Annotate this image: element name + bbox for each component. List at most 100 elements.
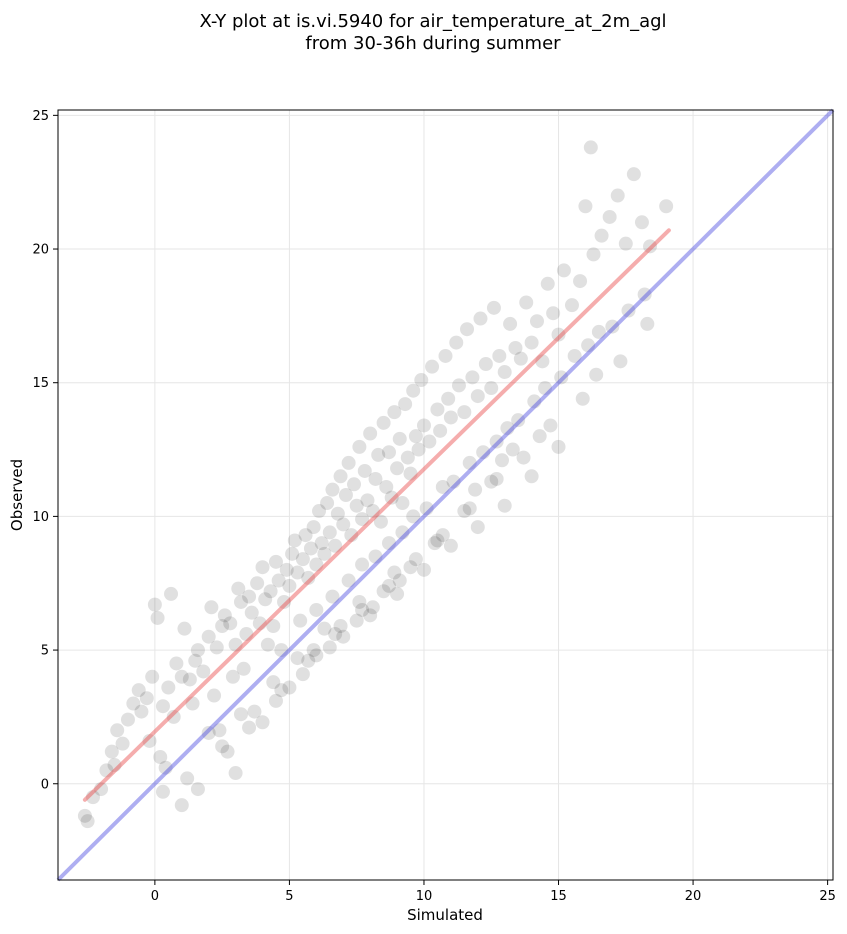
scatter-point bbox=[155, 699, 170, 714]
scatter-point bbox=[381, 536, 396, 551]
scatter-point bbox=[470, 389, 485, 404]
scatter-point bbox=[217, 608, 232, 623]
scatter-point bbox=[233, 594, 248, 609]
scatter-point bbox=[258, 592, 273, 607]
scatter-point bbox=[277, 594, 292, 609]
scatter-point bbox=[274, 683, 289, 698]
scatter-point bbox=[390, 586, 405, 601]
scatter-point bbox=[225, 669, 240, 684]
scatter-point bbox=[287, 533, 302, 548]
scatter-point bbox=[390, 461, 405, 476]
scatter-point bbox=[524, 335, 539, 350]
scatter-point bbox=[457, 405, 472, 420]
scatter-point bbox=[344, 528, 359, 543]
scatter-point bbox=[398, 397, 413, 412]
scatter-point bbox=[540, 276, 555, 291]
scatter-point bbox=[357, 463, 372, 478]
scatter-point bbox=[449, 335, 464, 350]
scatter-point bbox=[228, 766, 243, 781]
scatter-point bbox=[196, 664, 211, 679]
scatter-point bbox=[513, 351, 528, 366]
scatter-point bbox=[161, 680, 176, 695]
scatter-point bbox=[422, 434, 437, 449]
scatter-point bbox=[145, 669, 160, 684]
scatter-point bbox=[516, 450, 531, 465]
scatter-point bbox=[532, 429, 547, 444]
scatter-point bbox=[131, 683, 146, 698]
scatter-point bbox=[573, 274, 588, 289]
scatter-point bbox=[610, 188, 625, 203]
scatter-point bbox=[174, 669, 189, 684]
scatter-point bbox=[247, 704, 262, 719]
scatter-point bbox=[470, 520, 485, 535]
scatter-point bbox=[486, 300, 501, 315]
scatter-point bbox=[395, 525, 410, 540]
scatter-point bbox=[355, 557, 370, 572]
scatter-point bbox=[201, 629, 216, 644]
scatter-point bbox=[242, 720, 257, 735]
scatter-point bbox=[180, 771, 195, 786]
scatter-point bbox=[309, 648, 324, 663]
scatter-point bbox=[244, 605, 259, 620]
scatter-point bbox=[637, 287, 652, 302]
scatter-point bbox=[419, 501, 434, 516]
scatter-point bbox=[387, 565, 402, 580]
scatter-point bbox=[298, 528, 313, 543]
scatter-point bbox=[392, 573, 407, 588]
scatter-point bbox=[581, 338, 596, 353]
scatter-point bbox=[301, 653, 316, 668]
scatter-point bbox=[489, 471, 504, 486]
scatter-point bbox=[457, 504, 472, 519]
scatter-point bbox=[174, 798, 189, 813]
scatter-point bbox=[110, 723, 125, 738]
scatter-point bbox=[363, 608, 378, 623]
scatter-point bbox=[242, 589, 257, 604]
scatter-point bbox=[371, 447, 386, 462]
scatter-point bbox=[430, 533, 445, 548]
scatter-point bbox=[524, 469, 539, 484]
scatter-point bbox=[333, 469, 348, 484]
scatter-point bbox=[352, 439, 367, 454]
scatter-point bbox=[190, 782, 205, 797]
scatter-point bbox=[408, 429, 423, 444]
chart-title-line-1: X-Y plot at is.vi.5940 for air_temperatu… bbox=[199, 11, 666, 32]
scatter-point bbox=[99, 763, 114, 778]
scatter-points bbox=[77, 140, 674, 829]
scatter-point bbox=[322, 525, 337, 540]
scatter-point bbox=[169, 656, 184, 671]
scatter-point bbox=[446, 474, 461, 489]
scatter-point bbox=[212, 723, 227, 738]
scatter-point bbox=[368, 471, 383, 486]
scatter-point bbox=[260, 637, 275, 652]
scatter-point bbox=[497, 365, 512, 380]
scatter-point bbox=[274, 643, 289, 658]
scatter-point bbox=[443, 410, 458, 425]
scatter-point bbox=[626, 167, 641, 182]
scatter-point bbox=[492, 348, 507, 363]
scatter-point bbox=[201, 725, 216, 740]
scatter-point bbox=[104, 744, 119, 759]
scatter-point bbox=[416, 562, 431, 577]
scatter-point bbox=[438, 348, 453, 363]
reference-lines bbox=[56, 108, 835, 882]
scatter-point bbox=[271, 573, 286, 588]
scatter-point bbox=[233, 707, 248, 722]
scatter-point bbox=[285, 546, 300, 561]
scatter-point bbox=[77, 808, 92, 823]
scatter-point bbox=[484, 474, 499, 489]
scatter-point bbox=[462, 501, 477, 516]
scatter-point bbox=[395, 496, 410, 511]
scatter-point bbox=[266, 619, 281, 634]
scatter-point bbox=[215, 619, 230, 634]
scatter-point bbox=[355, 602, 370, 617]
scatter-point bbox=[309, 557, 324, 572]
scatter-point bbox=[363, 426, 378, 441]
scatter-point bbox=[282, 680, 297, 695]
scatter-point bbox=[368, 549, 383, 564]
scatter-point bbox=[341, 573, 356, 588]
scatter-point bbox=[519, 295, 534, 310]
scatter-point bbox=[80, 814, 95, 829]
scatter-point bbox=[538, 381, 553, 396]
